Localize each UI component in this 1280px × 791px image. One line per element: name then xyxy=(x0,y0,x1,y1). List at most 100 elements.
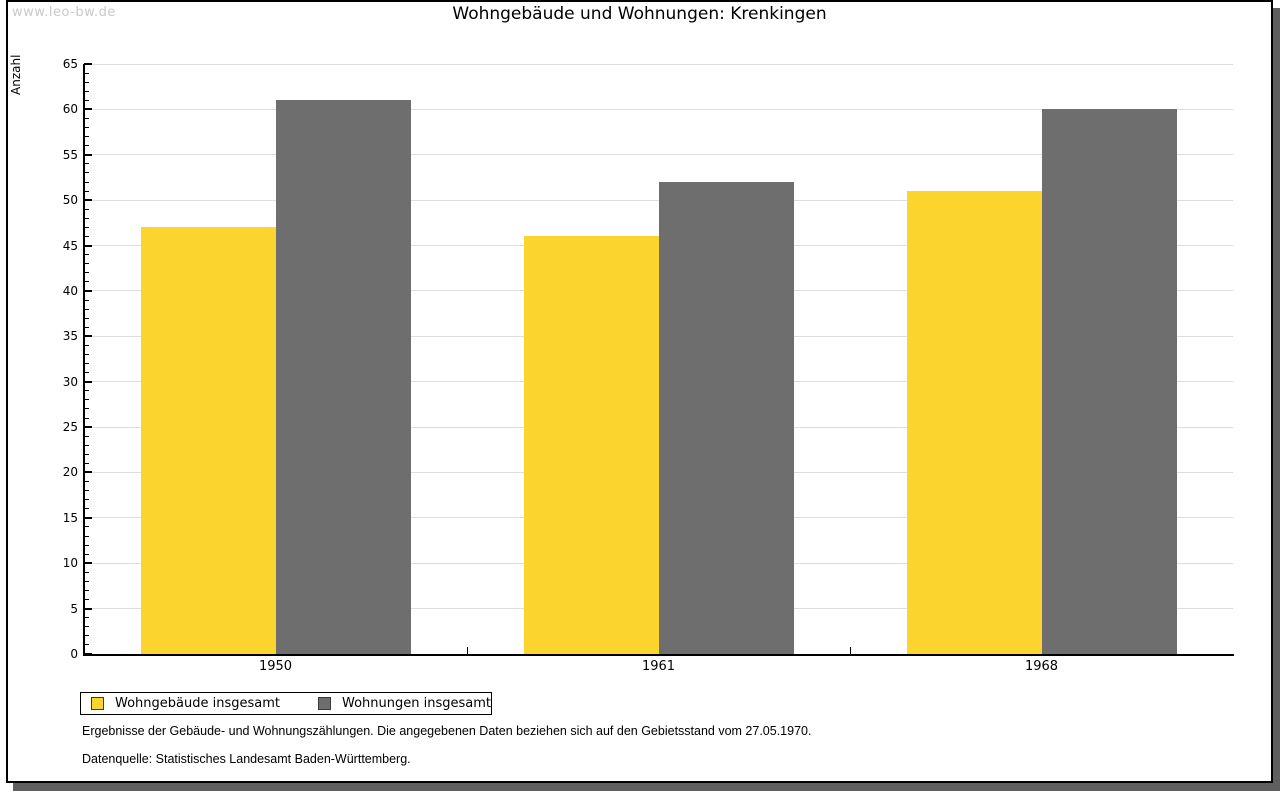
y-minor-tick xyxy=(84,217,89,219)
y-minor-tick xyxy=(84,571,89,573)
y-minor-tick xyxy=(84,117,89,119)
y-minor-tick xyxy=(84,481,89,483)
y-minor-tick xyxy=(84,490,89,492)
y-minor-tick xyxy=(84,535,89,537)
y-minor-tick xyxy=(84,127,89,129)
y-minor-tick xyxy=(84,90,89,92)
y-major-tick xyxy=(84,607,92,610)
y-minor-tick xyxy=(84,617,89,619)
x-category-label: 1968 xyxy=(1024,659,1059,674)
y-tick-label: 10 xyxy=(62,556,78,571)
bar-wohnungen-1968 xyxy=(1041,109,1177,654)
legend-item-wohngebaeude: Wohngebäude insgesamt xyxy=(91,696,280,711)
y-tick-label: 20 xyxy=(62,465,78,480)
y-minor-tick xyxy=(84,163,89,165)
y-minor-tick xyxy=(84,408,89,410)
y-minor-tick xyxy=(84,553,89,555)
y-major-tick xyxy=(84,426,92,429)
y-minor-tick xyxy=(84,526,89,528)
y-minor-tick xyxy=(84,72,89,74)
bar-wohnungen-1961 xyxy=(658,182,794,654)
y-minor-tick xyxy=(84,172,89,174)
y-tick-label: 40 xyxy=(62,283,78,298)
y-tick-label: 55 xyxy=(62,147,78,162)
chart-title: Wohngebäude und Wohnungen: Krenkingen xyxy=(452,4,827,24)
y-major-tick xyxy=(84,63,92,65)
y-tick-label: 50 xyxy=(62,193,78,208)
chart-frame: www.leo-bw.de Wohngebäude und Wohnungen:… xyxy=(6,0,1273,783)
y-tick-label: 15 xyxy=(62,510,78,525)
legend-swatch-gray xyxy=(318,697,331,710)
y-tick-label: 45 xyxy=(62,238,78,253)
bar-wohngebaeude-1968 xyxy=(906,191,1042,654)
y-minor-tick xyxy=(84,644,89,646)
legend-label: Wohngebäude insgesamt xyxy=(115,696,280,711)
y-minor-tick xyxy=(84,181,89,183)
y-minor-tick xyxy=(84,353,89,355)
y-minor-tick xyxy=(84,599,89,601)
y-tick-label: 35 xyxy=(62,329,78,344)
y-minor-tick xyxy=(84,208,89,210)
gridline xyxy=(84,154,1233,156)
footnotes: Ergebnisse der Gebäude- und Wohnungszähl… xyxy=(82,724,811,780)
watermark: www.leo-bw.de xyxy=(12,5,116,20)
legend-swatch-yellow xyxy=(91,697,104,710)
y-minor-tick xyxy=(84,145,89,147)
y-minor-tick xyxy=(84,263,89,265)
y-minor-tick xyxy=(84,272,89,274)
x-category-label: 1950 xyxy=(258,659,293,674)
y-tick-label: 5 xyxy=(70,601,78,616)
legend-item-wohnungen: Wohnungen insgesamt xyxy=(318,696,491,711)
y-minor-tick xyxy=(84,462,89,464)
y-minor-tick xyxy=(84,435,89,437)
y-minor-tick xyxy=(84,326,89,328)
y-major-tick xyxy=(84,153,92,156)
y-minor-tick xyxy=(84,508,89,510)
legend-label: Wohnungen insgesamt xyxy=(342,696,491,711)
y-major-tick xyxy=(84,289,92,292)
y-tick-label: 25 xyxy=(62,420,78,435)
bar-wohngebaeude-1961 xyxy=(523,236,659,654)
y-axis-line xyxy=(83,64,85,656)
x-boundary-tick xyxy=(849,647,851,654)
y-major-tick xyxy=(84,380,92,383)
footnote-line-2: Datenquelle: Statistisches Landesamt Bad… xyxy=(82,752,411,766)
y-minor-tick xyxy=(84,372,89,374)
y-major-tick xyxy=(84,562,92,565)
bar-wohnungen-1950 xyxy=(275,100,411,654)
plot-area: 1950 1961 1968 0 5 10 15 20 25 30 35 40 45 50 55 60 65 xyxy=(8,2,1271,781)
x-category-label: 1961 xyxy=(641,659,676,674)
y-minor-tick xyxy=(84,308,89,310)
y-tick-label: 65 xyxy=(62,57,78,71)
x-boundary-tick xyxy=(466,647,468,654)
gridline xyxy=(84,108,1233,110)
y-minor-tick xyxy=(84,417,89,419)
y-minor-tick xyxy=(84,254,89,256)
y-minor-tick xyxy=(84,544,89,546)
y-major-tick xyxy=(84,516,92,519)
y-major-tick xyxy=(84,244,92,247)
y-minor-tick xyxy=(84,99,89,101)
y-major-tick xyxy=(84,335,92,338)
y-tick-label: 60 xyxy=(62,102,78,117)
y-tick-label: 30 xyxy=(62,374,78,389)
legend: Wohngebäude insgesamt Wohnungen insgesam… xyxy=(80,692,492,715)
y-minor-tick xyxy=(84,499,89,501)
y-major-tick xyxy=(84,108,92,111)
y-minor-tick xyxy=(84,635,89,637)
y-minor-tick xyxy=(84,363,89,365)
y-minor-tick xyxy=(84,453,89,455)
x-axis-line xyxy=(83,654,1234,656)
gridline xyxy=(84,63,1233,65)
y-minor-tick xyxy=(84,226,89,228)
y-minor-tick xyxy=(84,317,89,319)
y-minor-tick xyxy=(84,235,89,237)
footnote-line-1: Ergebnisse der Gebäude- und Wohnungszähl… xyxy=(82,724,812,738)
y-minor-tick xyxy=(84,589,89,591)
y-minor-tick xyxy=(84,626,89,628)
y-minor-tick xyxy=(84,344,89,346)
y-minor-tick xyxy=(84,281,89,283)
y-minor-tick xyxy=(84,81,89,83)
y-minor-tick xyxy=(84,136,89,138)
bar-wohngebaeude-1950 xyxy=(140,227,276,654)
